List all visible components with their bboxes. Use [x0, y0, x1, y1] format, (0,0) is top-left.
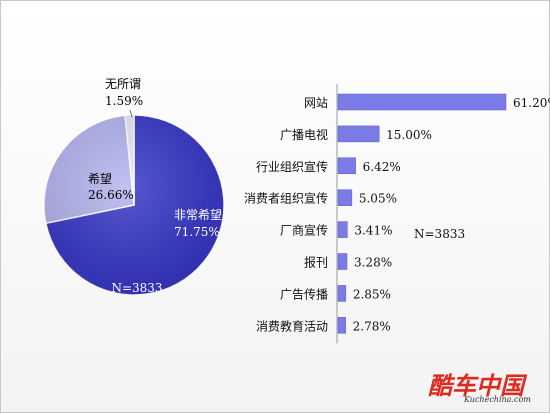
- bar: [337, 157, 356, 175]
- pie-slice: [43, 114, 135, 225]
- watermark-url: Kuchechina.com: [463, 395, 531, 404]
- pie-slice-value-label: 1.59%: [105, 94, 143, 108]
- bar-value-label: 2.78%: [353, 319, 391, 333]
- leader-line: [129, 109, 133, 118]
- bar-value-label: 6.42%: [363, 160, 401, 174]
- category-label: 广告传播: [280, 286, 328, 301]
- watermark-logo: 酷车中国 Kuchechina.com: [428, 372, 531, 404]
- category-label: 消费者组织宣传: [244, 191, 328, 206]
- bar-value-label: 3.28%: [354, 256, 392, 270]
- bar-value-label: 15.00%: [386, 128, 432, 142]
- pie-slice-value-label: 26.66%: [88, 188, 134, 202]
- bar: [337, 221, 348, 238]
- bar-value-label: 2.85%: [353, 287, 391, 301]
- category-label: 厂商宣传: [280, 223, 328, 238]
- pie-slice-name: 希望: [88, 171, 112, 186]
- bar: [337, 93, 507, 111]
- bar-value-label: 61.20%: [513, 96, 550, 110]
- pie-n-annotation: N=3833: [111, 281, 162, 295]
- bar-value-label: 5.05%: [359, 192, 397, 206]
- bar: [337, 253, 348, 270]
- bar: [337, 189, 353, 206]
- pie-slice-name: 非常希望: [174, 207, 222, 222]
- bar-value-label: 3.41%: [354, 224, 392, 238]
- bar-chart: 网站 61.20% 广播电视 15.00% 行业组织宣传 6.42% 消费者组织宣传 5.05…: [244, 84, 550, 344]
- pie-slice-name: 无所谓: [105, 77, 141, 91]
- watermark-brand: 酷车中国: [428, 372, 528, 400]
- bar: [337, 125, 380, 143]
- bar: [337, 285, 347, 302]
- pie-slice-value-label: 71.75%: [174, 225, 220, 239]
- bar: [337, 317, 346, 334]
- category-label: 消费教育活动: [256, 318, 328, 333]
- pie-chart: 非常希望 71.75% 希望 26.66% 无所谓 1.59% N=3833: [43, 77, 225, 296]
- category-label: 网站: [304, 96, 328, 110]
- bar-n-annotation: N=3833: [414, 227, 465, 241]
- category-label: 报刊: [304, 255, 328, 270]
- category-label: 行业组织宣传: [256, 159, 328, 174]
- category-label: 广播电视: [280, 127, 328, 142]
